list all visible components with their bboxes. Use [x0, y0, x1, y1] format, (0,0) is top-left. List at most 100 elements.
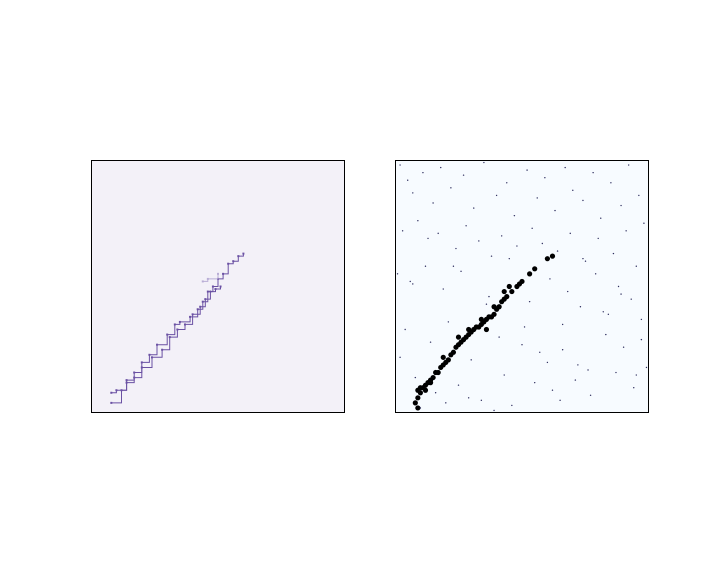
- series-0-point: [237, 255, 240, 258]
- noise-point: [498, 336, 500, 338]
- scatter-point: [466, 326, 472, 333]
- noise-point: [640, 338, 643, 341]
- noise-point: [516, 245, 518, 247]
- noise-point: [404, 328, 406, 331]
- noise-point: [569, 232, 571, 235]
- noise-point: [572, 189, 574, 192]
- scatter-point: [506, 283, 512, 290]
- noise-point: [511, 404, 513, 407]
- noise-point: [434, 392, 437, 394]
- scatter-point: [445, 357, 451, 363]
- noise-point: [635, 374, 637, 376]
- noise-point: [455, 247, 457, 250]
- noise-point: [414, 376, 417, 379]
- scatter-point: [504, 294, 510, 300]
- series-1-point: [125, 381, 128, 384]
- series-1-point: [110, 401, 113, 404]
- noise-point: [577, 364, 579, 366]
- noise-point: [582, 257, 584, 260]
- scatter-point: [527, 271, 533, 277]
- scatter-point: [415, 405, 421, 411]
- noise-point: [478, 240, 480, 242]
- series-0-point: [232, 260, 235, 263]
- noise-point: [600, 217, 602, 219]
- scatter-point: [450, 349, 457, 355]
- series-1-point: [133, 376, 136, 379]
- scatter-point: [491, 304, 497, 310]
- noise-point: [506, 182, 508, 184]
- noise-point: [536, 197, 538, 199]
- series-0-point: [206, 290, 209, 293]
- series-0-point: [166, 333, 169, 336]
- noise-point: [399, 164, 401, 166]
- noise-point: [452, 265, 455, 267]
- noise-point: [407, 179, 409, 181]
- noise-point: [605, 333, 607, 336]
- series-0-point: [110, 391, 113, 394]
- noise-point: [473, 207, 475, 209]
- noise-point: [587, 369, 589, 371]
- noise-point: [470, 359, 472, 361]
- series-1-point: [168, 336, 171, 339]
- noise-point: [429, 341, 432, 343]
- noise-point: [612, 252, 615, 255]
- noise-point: [625, 230, 627, 232]
- noise-point: [582, 199, 584, 202]
- noise-point: [493, 409, 495, 412]
- noise-point: [574, 379, 577, 381]
- noise-point: [526, 169, 528, 171]
- noise-point: [437, 232, 439, 235]
- noise-point: [597, 237, 599, 240]
- right-panel: [395, 160, 649, 413]
- noise-point: [594, 273, 597, 275]
- series-2-point: [217, 272, 219, 275]
- noise-point: [401, 230, 404, 232]
- noise-point: [422, 171, 424, 174]
- series-0-point: [201, 300, 204, 303]
- scatter-point: [422, 387, 429, 393]
- noise-point: [508, 257, 510, 260]
- noise-point: [561, 349, 564, 351]
- series-1-step-line: [111, 286, 221, 404]
- noise-point: [427, 237, 429, 240]
- scatter-point: [501, 288, 507, 295]
- series-1-point: [214, 288, 217, 291]
- scatter-point: [415, 395, 421, 401]
- scatter-point: [491, 311, 497, 317]
- scatter-point: [544, 256, 551, 262]
- noise-point: [615, 371, 617, 374]
- noise-point: [442, 288, 444, 290]
- noise-point: [556, 250, 559, 252]
- noise-point: [488, 295, 490, 298]
- noise-point: [633, 387, 635, 389]
- series-0-point: [173, 323, 176, 326]
- series-2-point: [201, 280, 204, 283]
- noise-point: [521, 343, 523, 346]
- scatter-point: [430, 374, 436, 381]
- noise-point: [546, 361, 549, 364]
- series-0-point: [211, 285, 214, 288]
- series-0-point: [227, 262, 230, 265]
- noise-point: [643, 222, 645, 224]
- series-1-point: [191, 313, 194, 316]
- noise-point: [500, 235, 503, 237]
- noise-point: [485, 303, 488, 305]
- noise-point: [534, 381, 536, 384]
- noise-point: [549, 278, 551, 280]
- noise-point: [539, 351, 541, 353]
- noise-point: [551, 389, 554, 391]
- series-0-point: [148, 353, 151, 356]
- noise-point: [567, 290, 569, 293]
- noise-point: [544, 177, 546, 179]
- noise-point: [399, 356, 401, 359]
- series-1-point: [150, 356, 153, 359]
- noise-point: [432, 202, 434, 204]
- scatter-point: [549, 253, 556, 259]
- noise-point: [417, 220, 419, 222]
- scatter-point: [478, 316, 484, 322]
- scatter-point: [435, 369, 441, 376]
- noise-point: [640, 318, 643, 321]
- series-1-point: [204, 298, 207, 301]
- series-0-point: [140, 361, 143, 364]
- left-plot-area: [110, 252, 245, 404]
